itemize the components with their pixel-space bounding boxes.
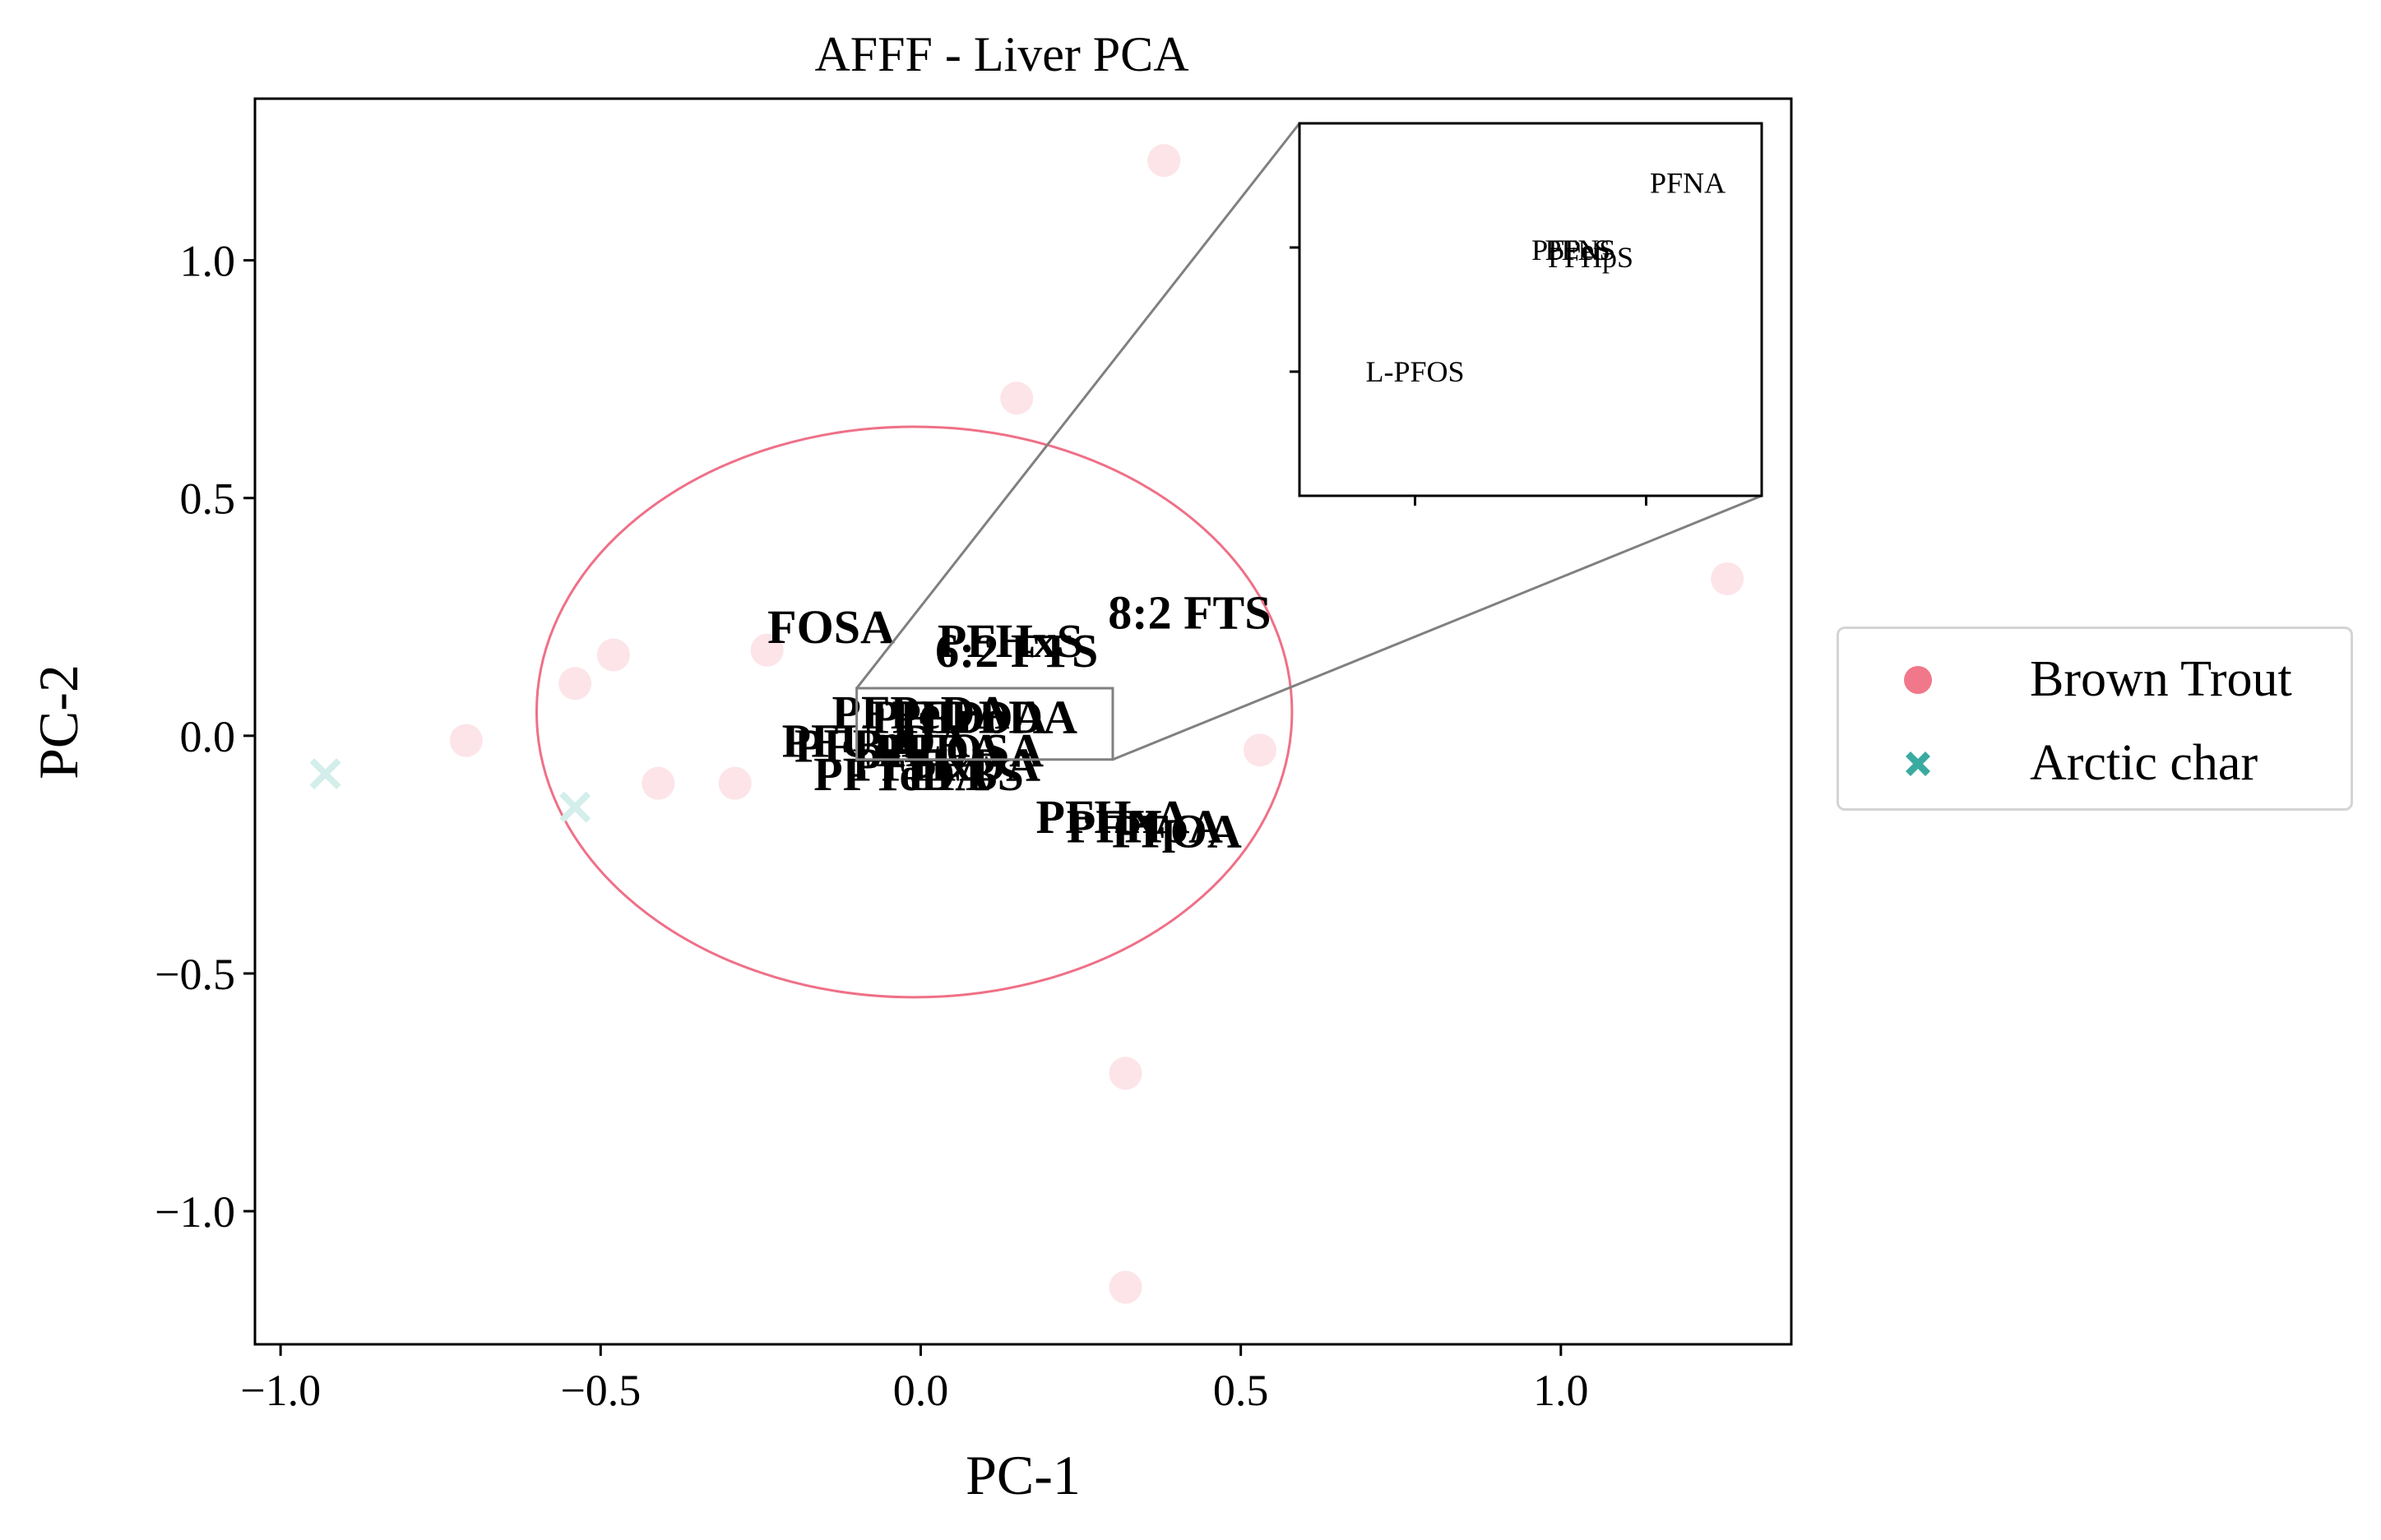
- loading-label-11: PFHxDA: [852, 738, 1040, 792]
- x-axis-label: PC-1: [966, 1444, 1081, 1506]
- loading-label-16: PFOA: [1112, 804, 1242, 858]
- legend: Brown Trout Arctic char: [1837, 627, 2353, 811]
- loading-label-15: PFHpA: [1067, 800, 1223, 853]
- y-tick-label-2: 0.0: [180, 712, 236, 761]
- loading-label-3: 6:2 FTS: [935, 624, 1098, 678]
- point-brown-trout-4: [596, 638, 630, 672]
- point-brown-trout-2: [1711, 562, 1744, 596]
- point-brown-trout-1: [1000, 382, 1034, 415]
- confidence-ellipse-shape: [535, 425, 1294, 999]
- legend-item-brown-trout: Brown Trout: [1839, 645, 2351, 711]
- point-brown-trout-0: [1147, 144, 1181, 178]
- loading-label-12: PFTeDA: [813, 747, 989, 801]
- loading-label-2: PFHxS: [938, 614, 1083, 668]
- inset-label-0: PFNA: [1650, 166, 1726, 199]
- point-brown-trout-7: [642, 766, 675, 800]
- point-arctic-char-1: [559, 791, 591, 823]
- x-axis-ticks: −1.0 −0.5 0.0 0.5 1.0: [240, 1344, 1589, 1415]
- loading-label-10: PFOSA: [887, 724, 1044, 777]
- x-tick-label-0: −1.0: [240, 1366, 321, 1415]
- inset-label-4: L-PFOS: [1365, 355, 1464, 388]
- zoom-connector-top: [855, 123, 1301, 689]
- y-axis-label: PC-2: [27, 664, 90, 779]
- loading-label-9: PFDA: [876, 724, 1003, 777]
- zoom-connector-bottom: [1112, 494, 1763, 761]
- point-brown-trout-11: [1109, 1270, 1142, 1304]
- y-tick-label-3: 0.5: [180, 474, 236, 524]
- loading-label-4: PFPeDA: [832, 686, 1010, 739]
- plot-frame: [253, 97, 1793, 1346]
- loading-label-0: 8:2 FTS: [1108, 586, 1271, 640]
- inset-frame: [1298, 122, 1763, 497]
- y-axis-ticks: −1.0 −0.5 0.0 0.5 1.0: [155, 237, 255, 1237]
- loading-label-5: PFTrDA: [871, 691, 1048, 744]
- circle-marker-icon: [1904, 666, 1932, 694]
- inset-label-2: PFNS: [1545, 234, 1615, 266]
- y-tick-label-4: 1.0: [180, 237, 236, 286]
- x-tick-label-4: 1.0: [1533, 1366, 1589, 1415]
- point-brown-trout-6: [449, 724, 483, 757]
- x-tick-label-3: 0.5: [1213, 1366, 1269, 1415]
- loading-label-1: FOSA: [767, 600, 895, 654]
- legend-item-arctic-char: Arctic char: [1839, 729, 2351, 795]
- confidence-ellipse: [535, 425, 1294, 999]
- point-arctic-char-0: [309, 758, 341, 790]
- x-tick-label-2: 0.0: [893, 1366, 949, 1415]
- x-tick-label-1: −0.5: [560, 1366, 641, 1415]
- y-tick-label-1: −0.5: [155, 950, 235, 999]
- x-marker-icon: [1906, 752, 1930, 776]
- zoom-region-box: [855, 687, 1114, 761]
- loading-label-6: PFDoDA: [892, 691, 1078, 744]
- inset-label-1: PFPeS: [1531, 234, 1610, 266]
- sample-points: [309, 144, 1744, 1304]
- point-brown-trout-9: [1243, 733, 1276, 767]
- inset-connector: [855, 123, 1763, 761]
- inset-label-3: PFHpS: [1548, 241, 1633, 274]
- loading-label-13: PFBS: [907, 747, 1024, 801]
- point-brown-trout-10: [1109, 1057, 1142, 1090]
- chart-title: AFFF - Liver PCA: [814, 27, 1188, 81]
- legend-label-brown-trout: Brown Trout: [2030, 651, 2292, 707]
- point-brown-trout-8: [718, 766, 752, 800]
- y-tick-label-0: −1.0: [155, 1187, 235, 1237]
- point-brown-trout-5: [558, 667, 592, 701]
- loading-label-14: PFHxA: [1036, 790, 1190, 844]
- point-brown-trout-3: [750, 633, 784, 667]
- legend-label-arctic-char: Arctic char: [2030, 735, 2258, 791]
